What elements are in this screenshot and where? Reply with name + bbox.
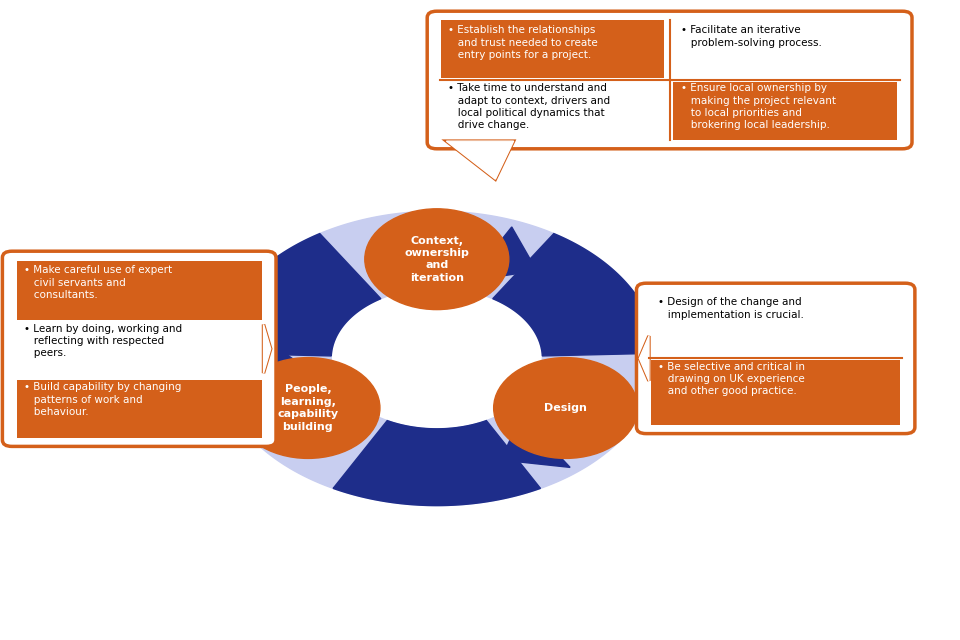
Text: Design: Design	[544, 403, 588, 413]
Text: People,
learning,
capability
building: People, learning, capability building	[277, 385, 339, 431]
Polygon shape	[492, 234, 658, 356]
Polygon shape	[263, 324, 271, 373]
FancyBboxPatch shape	[16, 262, 261, 320]
Polygon shape	[216, 211, 658, 506]
Text: • Design of the change and
   implementation is crucial.: • Design of the change and implementatio…	[658, 297, 804, 319]
Ellipse shape	[236, 358, 380, 458]
Text: Entry: Entry	[295, 250, 335, 265]
FancyBboxPatch shape	[651, 360, 900, 425]
FancyBboxPatch shape	[427, 12, 912, 148]
Text: • Facilitate an iterative
   problem-solving process.: • Facilitate an iterative problem-solvin…	[682, 26, 822, 48]
Text: • Build capability by changing
   patterns of work and
   behaviour.: • Build capability by changing patterns …	[23, 383, 180, 417]
Text: • Learn by doing, working and
   reflecting with respected
   peers.: • Learn by doing, working and reflecting…	[23, 324, 181, 358]
Text: Context,
ownership
and
iteration: Context, ownership and iteration	[404, 236, 469, 283]
FancyBboxPatch shape	[636, 283, 915, 434]
Polygon shape	[228, 344, 321, 381]
Text: • Take time to understand and
   adapt to context, drivers and
   local politica: • Take time to understand and adapt to c…	[448, 83, 611, 131]
Polygon shape	[333, 420, 540, 506]
Ellipse shape	[365, 209, 509, 310]
Text: • Make careful use of expert
   civil servants and
   consultants.: • Make careful use of expert civil serva…	[23, 266, 172, 300]
Text: • Establish the relationships
   and trust needed to create
   entry points for : • Establish the relationships and trust …	[448, 26, 598, 60]
Polygon shape	[446, 141, 514, 179]
Ellipse shape	[493, 358, 637, 458]
FancyBboxPatch shape	[16, 380, 261, 438]
Text: • Ensure local ownership by
   making the project relevant
   to local prioritie: • Ensure local ownership by making the p…	[682, 83, 836, 131]
FancyBboxPatch shape	[674, 82, 897, 140]
FancyBboxPatch shape	[441, 20, 664, 78]
Text: • Be selective and critical in
   drawing on UK experience
   and other good pra: • Be selective and critical in drawing o…	[658, 362, 804, 396]
Polygon shape	[468, 227, 537, 281]
Circle shape	[334, 290, 540, 427]
Polygon shape	[639, 336, 649, 381]
Polygon shape	[501, 415, 570, 467]
FancyBboxPatch shape	[2, 252, 276, 447]
Polygon shape	[216, 234, 381, 356]
